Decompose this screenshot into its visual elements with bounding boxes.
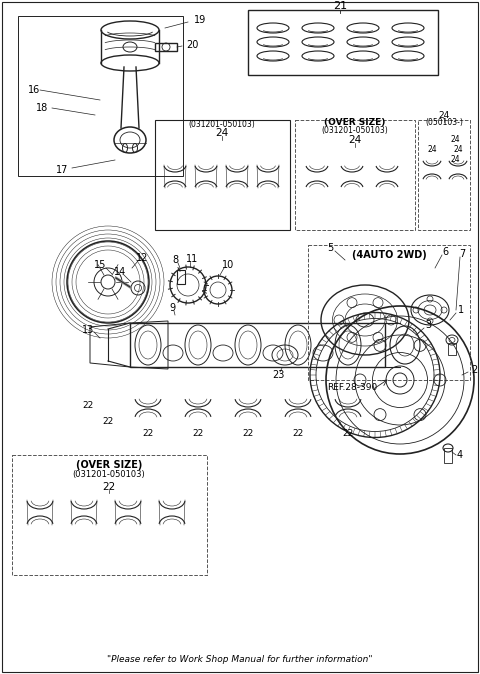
Bar xyxy=(248,10,438,75)
Text: 18: 18 xyxy=(36,103,48,113)
Text: 22: 22 xyxy=(342,429,354,439)
Text: (031201-050103): (031201-050103) xyxy=(189,119,255,129)
Text: 22: 22 xyxy=(292,429,304,439)
Text: 24: 24 xyxy=(450,135,460,144)
Text: (OVER SIZE): (OVER SIZE) xyxy=(324,117,386,127)
Text: 24: 24 xyxy=(453,146,463,154)
Bar xyxy=(155,120,290,230)
Bar xyxy=(130,323,385,367)
Text: 24: 24 xyxy=(427,146,437,154)
Text: "Please refer to Work Shop Manual for further information": "Please refer to Work Shop Manual for fu… xyxy=(107,656,373,665)
Bar xyxy=(308,245,470,380)
Text: 8: 8 xyxy=(172,255,178,265)
Text: 22: 22 xyxy=(102,482,116,492)
Text: 6: 6 xyxy=(442,247,448,257)
Bar xyxy=(12,455,207,575)
Text: 14: 14 xyxy=(114,267,126,277)
Text: 21: 21 xyxy=(333,1,347,11)
Text: 5: 5 xyxy=(327,243,333,253)
Text: 24: 24 xyxy=(450,156,460,164)
Text: 13: 13 xyxy=(82,325,94,335)
Text: 24: 24 xyxy=(348,135,361,145)
Text: 3: 3 xyxy=(425,320,431,330)
Text: 17: 17 xyxy=(56,165,68,175)
Text: (031201-050103): (031201-050103) xyxy=(72,470,145,479)
Text: (OVER SIZE): (OVER SIZE) xyxy=(76,460,142,470)
Bar xyxy=(177,270,185,284)
Bar xyxy=(18,16,183,176)
Text: 24: 24 xyxy=(216,128,228,138)
Text: 2: 2 xyxy=(471,365,477,375)
Text: (050103-): (050103-) xyxy=(425,117,463,127)
Text: 22: 22 xyxy=(83,400,94,410)
Text: 16: 16 xyxy=(28,85,40,95)
Bar xyxy=(295,120,415,230)
Text: 1: 1 xyxy=(458,305,464,315)
Text: 22: 22 xyxy=(192,429,204,439)
Text: 23: 23 xyxy=(272,370,284,380)
Text: (4AUTO 2WD): (4AUTO 2WD) xyxy=(352,250,426,260)
Text: 15: 15 xyxy=(94,260,106,270)
Text: 22: 22 xyxy=(143,429,154,439)
Text: 7: 7 xyxy=(459,249,465,259)
Text: (031201-050103): (031201-050103) xyxy=(322,127,388,135)
Bar xyxy=(155,43,177,51)
Text: REF.28-390: REF.28-390 xyxy=(327,384,377,392)
Text: 19: 19 xyxy=(194,15,206,25)
Bar xyxy=(444,448,452,463)
Text: 20: 20 xyxy=(186,40,198,50)
Text: 9: 9 xyxy=(169,303,175,313)
Text: 4: 4 xyxy=(457,450,463,460)
Text: 24: 24 xyxy=(438,111,450,121)
Text: 22: 22 xyxy=(242,429,253,439)
Text: 12: 12 xyxy=(136,253,148,263)
Text: 10: 10 xyxy=(222,260,234,270)
Bar xyxy=(418,120,470,230)
Text: 11: 11 xyxy=(186,254,198,264)
Bar xyxy=(448,343,456,355)
Text: 22: 22 xyxy=(102,417,114,427)
